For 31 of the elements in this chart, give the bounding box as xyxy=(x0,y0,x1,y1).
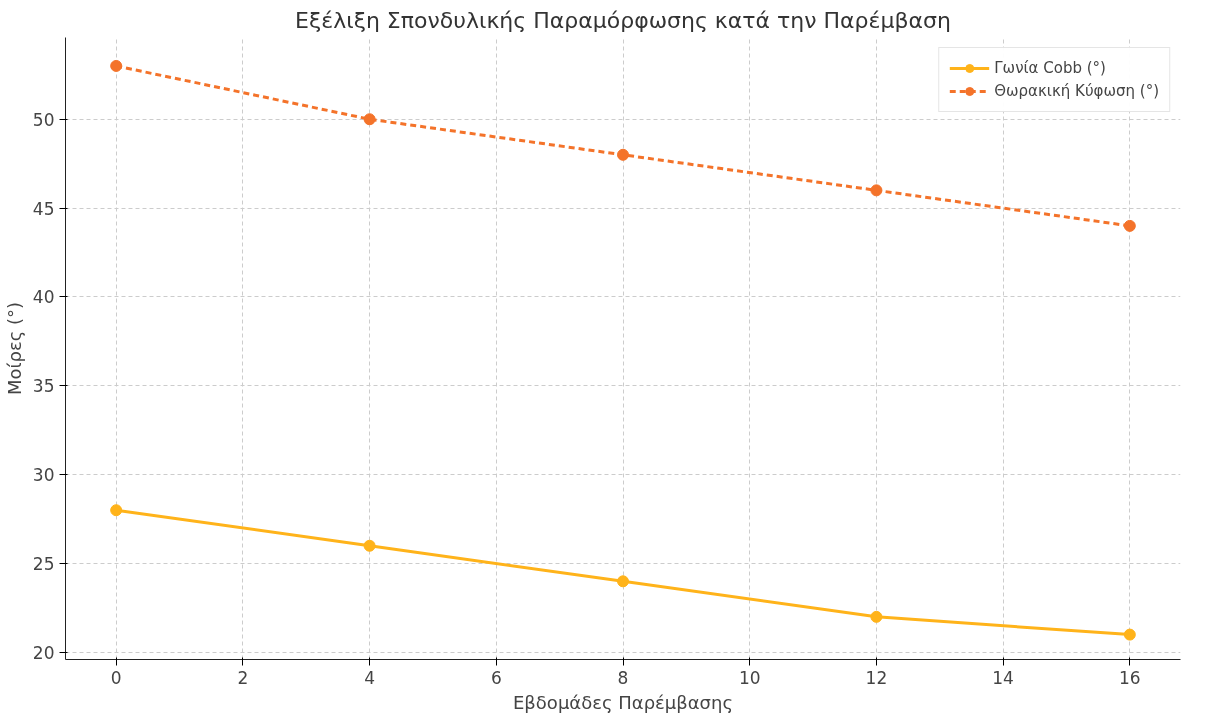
x-tick-label: 12 xyxy=(865,667,888,688)
point xyxy=(363,113,376,126)
x-tick-label: 0 xyxy=(110,667,122,688)
point xyxy=(617,575,629,588)
point xyxy=(870,610,883,623)
point xyxy=(110,504,123,517)
x-tick-label: 4 xyxy=(364,667,376,688)
y-tick-label: 45 xyxy=(32,198,55,219)
point xyxy=(1123,628,1136,641)
point xyxy=(870,184,883,197)
legend-label: Θωρακική Κύφωση (°) xyxy=(994,82,1159,100)
y-tick-label: 35 xyxy=(32,376,55,397)
x-tick-label: 10 xyxy=(738,667,761,688)
y-tick-label: 25 xyxy=(32,554,55,575)
point xyxy=(363,539,376,552)
point xyxy=(110,59,123,72)
y-axis-title: Μοίρες (°) xyxy=(3,301,25,396)
x-axis-title: Εβδομάδες Παρέμβασης xyxy=(513,691,733,713)
x-tick-label: 2 xyxy=(237,667,249,688)
y-tick-label: 50 xyxy=(32,109,55,130)
point xyxy=(617,148,629,161)
y-tick-label: 40 xyxy=(32,287,55,308)
x-tick-label: 16 xyxy=(1119,667,1141,688)
x-tick-label: 8 xyxy=(617,667,629,688)
point xyxy=(1123,219,1136,232)
y-tick-label: 30 xyxy=(32,465,55,486)
x-tick-label: 6 xyxy=(490,667,502,688)
legend-label: Γωνία Cobb (°) xyxy=(994,59,1106,77)
chart-title: Εξέλιξη Σπονδυλικής Παραμόρφωσης κατά την Παρέμβαση xyxy=(295,7,951,33)
y-tick-label: 20 xyxy=(32,642,55,663)
x-tick-label: 14 xyxy=(992,667,1014,688)
